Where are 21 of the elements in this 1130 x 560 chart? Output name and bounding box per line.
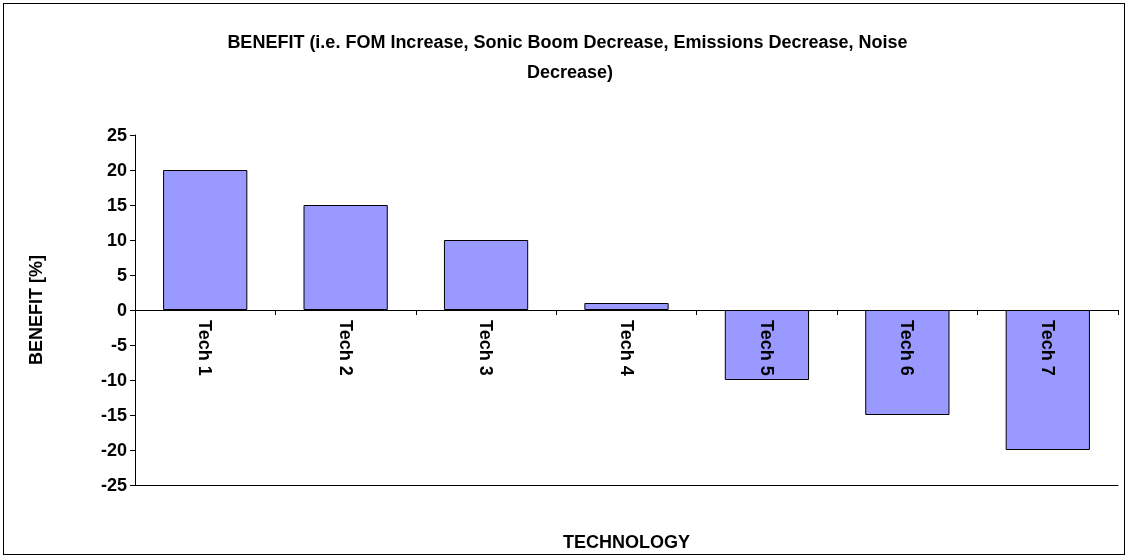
x-tick-label: Tech 1 [195, 320, 216, 376]
x-tick-label: Tech 7 [1037, 320, 1058, 376]
x-tick-label: Tech 6 [897, 320, 918, 376]
x-tick-label: Tech 4 [616, 320, 637, 376]
y-axis-title: BENEFIT [%] [26, 255, 46, 365]
y-tick-label: 25 [106, 125, 127, 145]
y-tick-label: 5 [116, 265, 127, 285]
y-tick-label: 15 [106, 195, 127, 215]
chart-title: BENEFIT (i.e. FOM Increase, Sonic Boom Decrease, Emissions Decrease, Noise Decrease) [227, 32, 913, 82]
y-tick-label: 20 [106, 160, 127, 180]
y-tick-label: -15 [100, 405, 127, 425]
y-tick-label: -10 [100, 370, 127, 390]
y-tick-label: -20 [100, 440, 127, 460]
x-tick-label: Tech 5 [756, 320, 777, 376]
y-tick-label: -5 [110, 335, 127, 355]
y-tick-label: 10 [106, 230, 127, 250]
y-tick-label: -25 [100, 475, 127, 495]
x-tick-label: Tech 2 [335, 320, 356, 376]
x-axis-title: TECHNOLOGY [562, 532, 691, 552]
x-tick-label: Tech 3 [476, 320, 497, 376]
y-tick-label: 0 [116, 300, 127, 320]
